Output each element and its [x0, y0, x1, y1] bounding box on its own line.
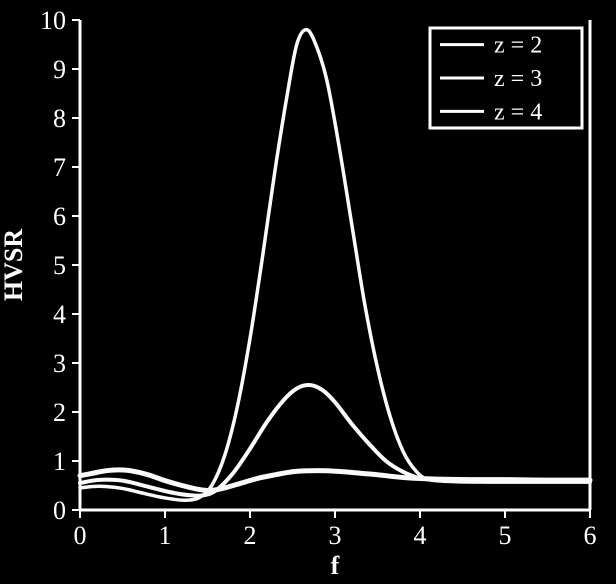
- x-axis-label: f: [331, 551, 340, 580]
- x-tick-label: 3: [329, 521, 342, 550]
- y-tick-label: 7: [53, 153, 66, 182]
- y-axis-label: HVSR: [0, 229, 28, 301]
- y-tick-label: 9: [53, 55, 66, 84]
- y-tick-label: 6: [53, 202, 66, 231]
- y-tick-label: 0: [53, 496, 66, 525]
- y-tick-label: 4: [53, 300, 66, 329]
- legend-label: z = 3: [494, 66, 542, 92]
- legend-label: z = 2: [494, 33, 542, 59]
- x-tick-label: 6: [584, 521, 597, 550]
- legend-label: z = 4: [494, 99, 542, 125]
- hvsr-chart: 0 1 2 3 4 5 6 0 1 2 3 4 5 6 7 8 9 10 f HVSR z = 2 z = 3 z = 4: [0, 0, 616, 584]
- x-tick-label: 5: [499, 521, 512, 550]
- x-tick-label: 1: [159, 521, 172, 550]
- x-tick-label: 2: [244, 521, 257, 550]
- y-tick-label: 5: [53, 251, 66, 280]
- x-tick-label: 0: [74, 521, 87, 550]
- y-tick-label: 3: [53, 349, 66, 378]
- y-tick-label: 2: [53, 398, 66, 427]
- chart-svg: 0 1 2 3 4 5 6 0 1 2 3 4 5 6 7 8 9 10 f HVSR z = 2 z = 3 z = 4: [0, 0, 616, 584]
- y-tick-label: 8: [53, 104, 66, 133]
- y-tick-label: 10: [40, 6, 66, 35]
- x-tick-label: 4: [414, 521, 427, 550]
- y-tick-label: 1: [53, 447, 66, 476]
